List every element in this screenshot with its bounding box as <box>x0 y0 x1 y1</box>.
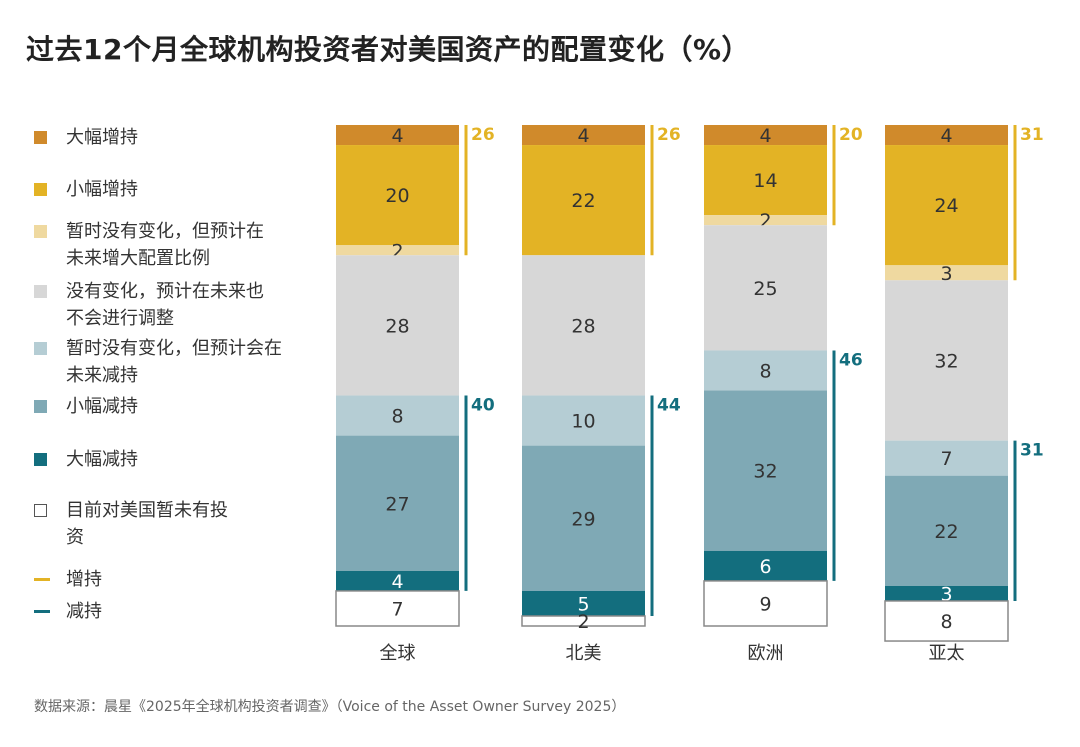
bar-value-label: 4 <box>577 125 589 147</box>
bar-segment <box>704 550 827 581</box>
legend-color-swatch <box>34 342 47 355</box>
bar-value-label: 32 <box>934 350 958 372</box>
bar-segment <box>704 145 827 216</box>
bar-value-label: 24 <box>934 195 958 217</box>
bar-segment <box>336 395 459 436</box>
bar-segment <box>336 125 459 146</box>
legend-label: 小幅增持 <box>66 179 138 200</box>
bar-value-label: 7 <box>391 598 403 620</box>
legend-label: 大幅增持 <box>66 127 138 148</box>
decrease-total-label: 46 <box>839 350 863 370</box>
data-source: 数据来源：晨星《2025年全球机构投资者调查》（Voice of the Ass… <box>34 699 626 715</box>
bar-segment <box>522 590 645 616</box>
bar-value-label: 8 <box>759 360 771 382</box>
bar-value-label: 10 <box>571 411 595 433</box>
bar-segment <box>522 255 645 396</box>
bar-value-label: 6 <box>759 556 771 578</box>
bar-value-label: 22 <box>571 190 595 212</box>
legend-line-swatch <box>34 578 50 581</box>
bar-segment <box>704 225 827 351</box>
bar-segment <box>522 395 645 446</box>
bar-segment <box>704 215 827 226</box>
bar-segment <box>885 440 1008 476</box>
bar-segment <box>522 125 645 146</box>
legend-color-swatch <box>34 400 47 413</box>
bar-segment <box>884 600 1009 642</box>
bar-segment <box>336 145 459 246</box>
category-label: 亚太 <box>929 643 965 664</box>
legend-label: 目前对美国暂未有投 资 <box>66 500 228 548</box>
bar-segment <box>522 145 645 256</box>
chart-title: 过去12个月全球机构投资者对美国资产的配置变化（%） <box>26 33 751 66</box>
bar-value-label: 32 <box>753 461 777 483</box>
legend-color-swatch <box>34 504 47 517</box>
decrease-total-label: 31 <box>1020 441 1044 461</box>
bar-value-label: 2 <box>577 611 589 633</box>
legend-color-swatch <box>34 453 47 466</box>
bar-segment <box>885 265 1008 281</box>
bar-value-label: 28 <box>571 315 595 337</box>
decrease-total-label: 44 <box>657 396 681 416</box>
bar-value-label: 8 <box>940 611 952 633</box>
legend-line-swatch <box>34 610 50 613</box>
legend-label: 增持 <box>66 569 102 590</box>
legend-label: 没有变化，预计在未来也 不会进行调整 <box>66 281 264 329</box>
legend-color-swatch <box>34 285 47 298</box>
bar-segment <box>336 435 459 571</box>
bar-value-label: 3 <box>940 263 952 285</box>
bar-segment <box>885 125 1008 146</box>
bar-value-label: 4 <box>940 125 952 147</box>
bar-segment <box>336 570 459 591</box>
increase-total-label: 20 <box>839 125 863 145</box>
bar-segment <box>336 245 459 256</box>
legend-label: 大幅减持 <box>66 449 138 470</box>
bar-segment <box>703 580 828 627</box>
bar-value-label: 28 <box>385 315 409 337</box>
bar-value-label: 20 <box>385 185 409 207</box>
bar-segment <box>335 590 460 627</box>
increase-total-label: 26 <box>657 125 681 145</box>
bar-value-label: 14 <box>753 170 777 192</box>
legend-label: 小幅减持 <box>66 396 138 417</box>
bar-value-label: 3 <box>940 583 952 605</box>
bar-value-label: 7 <box>940 448 952 470</box>
legend-label: 暂时没有变化，但预计在 未来增大配置比例 <box>66 221 264 269</box>
legend-label: 减持 <box>66 601 102 622</box>
legend-color-swatch <box>34 131 47 144</box>
decrease-total-label: 40 <box>471 396 495 416</box>
bar-value-label: 5 <box>577 593 589 615</box>
bar-value-label: 9 <box>759 593 771 615</box>
bar-segment <box>885 145 1008 266</box>
bar-segment <box>885 280 1008 441</box>
legend-color-swatch <box>34 183 47 196</box>
bar-value-label: 27 <box>385 493 409 515</box>
category-label: 北美 <box>566 643 602 664</box>
bar-segment <box>336 255 459 396</box>
category-label: 欧洲 <box>748 643 784 664</box>
bar-segment <box>704 125 827 146</box>
bar-segment <box>704 390 827 551</box>
legend-label: 暂时没有变化，但预计会在 未来减持 <box>66 338 282 386</box>
bar-value-label: 8 <box>391 406 403 428</box>
increase-total-label: 31 <box>1020 125 1044 145</box>
bar-value-label: 4 <box>759 125 771 147</box>
bar-value-label: 4 <box>391 571 403 593</box>
bar-value-label: 29 <box>571 508 595 530</box>
bar-value-label: 25 <box>753 278 777 300</box>
stacked-bar-chart: 42022882747全球264042228102952北美2644414225… <box>335 125 1044 664</box>
legend-color-swatch <box>34 225 47 238</box>
bar-segment <box>522 445 645 591</box>
bar-segment <box>704 350 827 391</box>
bar-value-label: 4 <box>391 125 403 147</box>
bar-segment <box>521 615 646 627</box>
bar-segment <box>885 475 1008 586</box>
category-label: 全球 <box>380 643 416 664</box>
increase-total-label: 26 <box>471 125 495 145</box>
bar-segment <box>885 585 1008 601</box>
legend: 大幅增持小幅增持暂时没有变化，但预计在 未来增大配置比例 没有变化，预计在未来也 … <box>0 0 320 650</box>
bar-value-label: 22 <box>934 521 958 543</box>
